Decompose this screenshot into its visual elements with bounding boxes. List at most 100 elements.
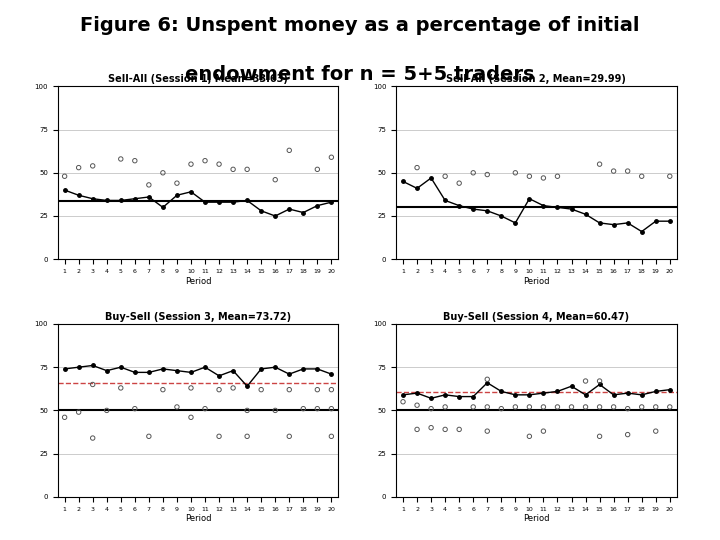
Point — [510, 403, 521, 411]
Point — [185, 413, 197, 422]
Point — [608, 167, 619, 176]
Point — [439, 172, 451, 180]
Point — [538, 403, 549, 411]
Point — [87, 161, 99, 170]
Point — [269, 176, 281, 184]
Point — [228, 383, 239, 392]
Point — [213, 160, 225, 168]
Point — [143, 180, 155, 189]
Point — [284, 146, 295, 154]
Point — [622, 167, 634, 176]
Point — [87, 380, 99, 389]
Point — [580, 403, 591, 411]
Point — [185, 160, 197, 168]
X-axis label: Period: Period — [185, 276, 211, 286]
Point — [580, 377, 591, 386]
Point — [566, 403, 577, 411]
Point — [269, 406, 281, 415]
Point — [115, 383, 127, 392]
Point — [325, 432, 337, 441]
Point — [482, 170, 493, 179]
Point — [129, 157, 140, 165]
Point — [523, 432, 535, 441]
Point — [171, 403, 183, 411]
Point — [73, 408, 84, 416]
Point — [312, 165, 323, 174]
Point — [594, 160, 606, 168]
Point — [411, 425, 423, 434]
Point — [650, 403, 662, 411]
Point — [397, 397, 409, 406]
Point — [552, 172, 563, 180]
Point — [312, 386, 323, 394]
Point — [650, 427, 662, 435]
Point — [228, 165, 239, 174]
Point — [482, 403, 493, 411]
Point — [284, 386, 295, 394]
Point — [171, 179, 183, 187]
Point — [482, 375, 493, 383]
Point — [636, 403, 647, 411]
Point — [538, 427, 549, 435]
Point — [284, 432, 295, 441]
Point — [467, 168, 479, 177]
Point — [664, 172, 675, 180]
Point — [636, 172, 647, 180]
Point — [482, 427, 493, 435]
Point — [325, 386, 337, 394]
Point — [213, 432, 225, 441]
Point — [59, 413, 71, 422]
Point — [87, 434, 99, 442]
Point — [411, 163, 423, 172]
Point — [411, 401, 423, 409]
Point — [426, 423, 437, 432]
Point — [297, 404, 309, 413]
X-axis label: Period: Period — [523, 514, 549, 523]
Point — [241, 165, 253, 174]
Point — [157, 168, 168, 177]
Point — [552, 403, 563, 411]
Point — [664, 403, 675, 411]
Point — [594, 377, 606, 386]
Point — [426, 404, 437, 413]
Point — [185, 383, 197, 392]
Point — [241, 406, 253, 415]
Point — [143, 432, 155, 441]
Point — [454, 425, 465, 434]
Point — [608, 403, 619, 411]
Point — [325, 153, 337, 161]
Title: Sell-All (Session 2, Mean=29.99): Sell-All (Session 2, Mean=29.99) — [446, 74, 626, 84]
Title: Buy-Sell (Session 4, Mean=60.47): Buy-Sell (Session 4, Mean=60.47) — [444, 312, 629, 322]
Text: endowment for n = 5+5 traders: endowment for n = 5+5 traders — [185, 65, 535, 84]
Point — [213, 386, 225, 394]
X-axis label: Period: Period — [185, 514, 211, 523]
Point — [199, 157, 211, 165]
Point — [157, 386, 168, 394]
Point — [538, 174, 549, 183]
Point — [467, 403, 479, 411]
X-axis label: Period: Period — [523, 276, 549, 286]
Point — [115, 154, 127, 163]
Point — [523, 403, 535, 411]
Point — [510, 168, 521, 177]
Point — [495, 404, 507, 413]
Point — [454, 179, 465, 187]
Point — [594, 403, 606, 411]
Point — [59, 172, 71, 180]
Point — [129, 404, 140, 413]
Point — [312, 404, 323, 413]
Point — [622, 404, 634, 413]
Title: Sell-All (Session 1, Mean=33.63): Sell-All (Session 1, Mean=33.63) — [108, 74, 288, 84]
Text: Figure 6: Unspent money as a percentage of initial: Figure 6: Unspent money as a percentage … — [80, 16, 640, 35]
Point — [622, 430, 634, 439]
Point — [73, 163, 84, 172]
Point — [256, 386, 267, 394]
Point — [439, 403, 451, 411]
Title: Buy-Sell (Session 3, Mean=73.72): Buy-Sell (Session 3, Mean=73.72) — [105, 312, 291, 322]
Point — [325, 404, 337, 413]
Point — [594, 432, 606, 441]
Point — [439, 425, 451, 434]
Point — [523, 172, 535, 180]
Point — [241, 432, 253, 441]
Point — [101, 406, 112, 415]
